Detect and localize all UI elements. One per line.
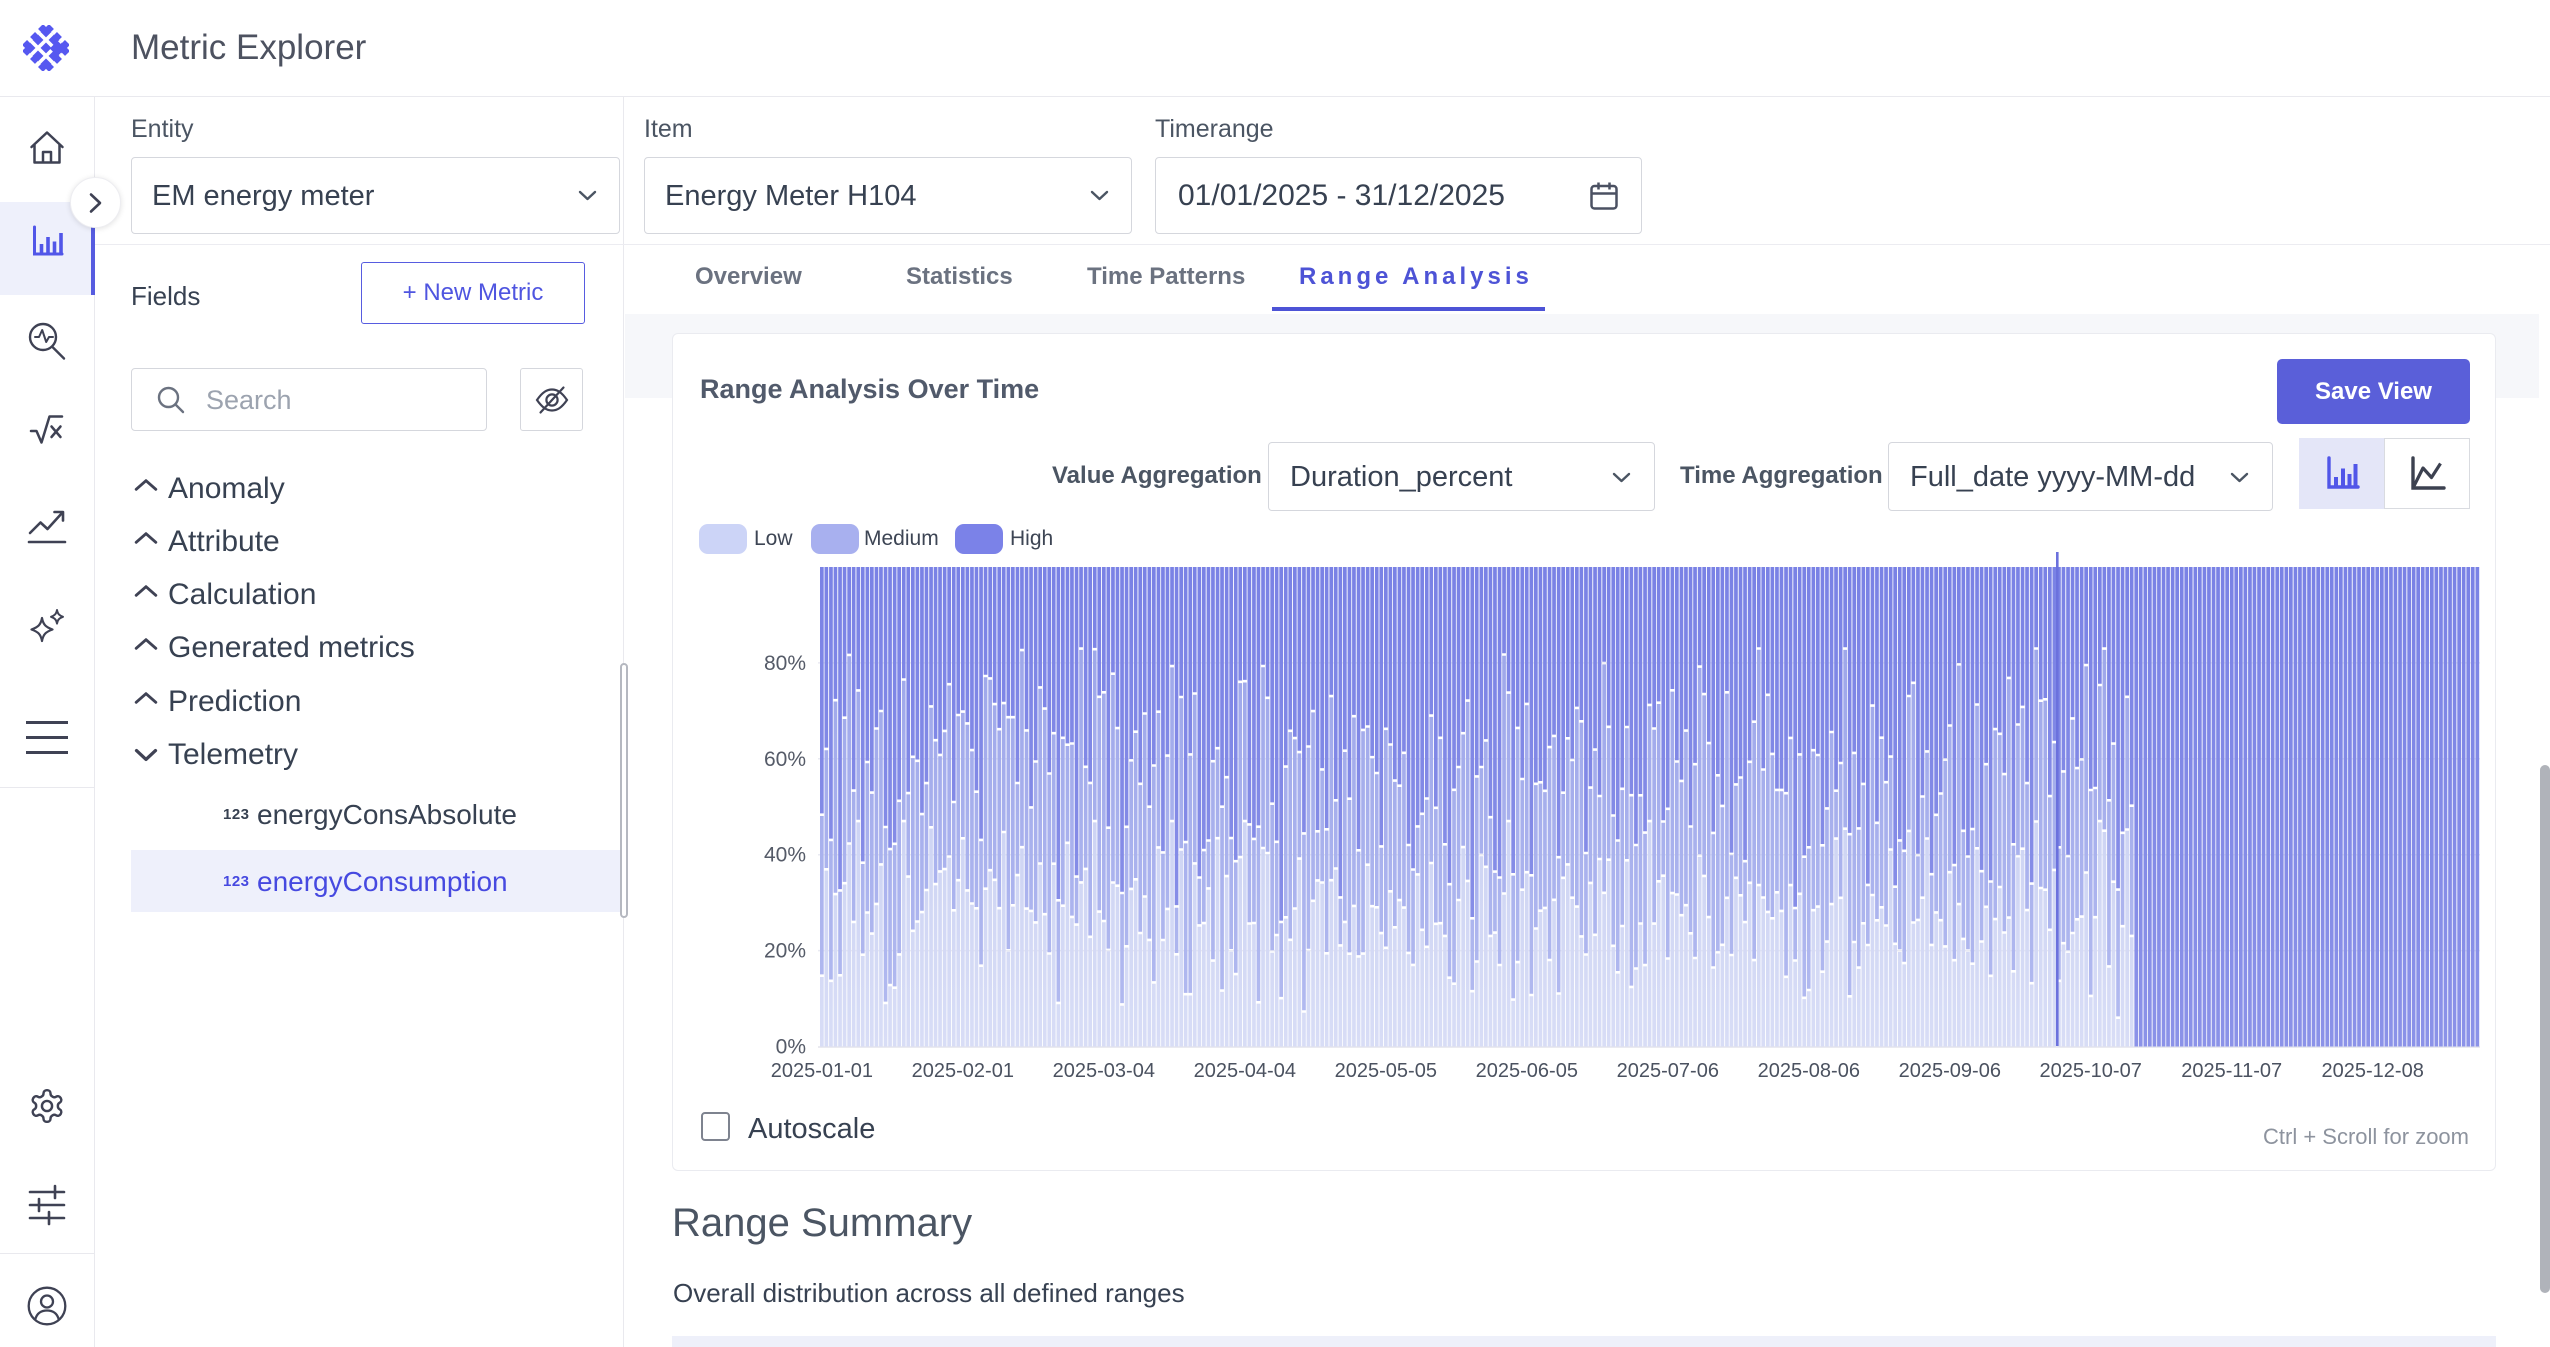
svg-text:2025-04-04: 2025-04-04 — [1194, 1060, 1296, 1082]
svg-text:2025-05-05: 2025-05-05 — [1335, 1060, 1437, 1082]
svg-text:80%: 80% — [764, 652, 806, 675]
svg-text:20%: 20% — [764, 940, 806, 963]
svg-text:60%: 60% — [764, 748, 806, 771]
svg-text:0%: 0% — [776, 1036, 806, 1059]
svg-text:2025-11-07: 2025-11-07 — [2181, 1060, 2282, 1082]
svg-text:2025-02-01: 2025-02-01 — [912, 1060, 1014, 1082]
svg-text:2025-06-05: 2025-06-05 — [1476, 1060, 1578, 1082]
svg-text:2025-12-08: 2025-12-08 — [2322, 1060, 2424, 1082]
svg-text:2025-09-06: 2025-09-06 — [1899, 1060, 2001, 1082]
svg-text:2025-08-06: 2025-08-06 — [1758, 1060, 1860, 1082]
svg-text:40%: 40% — [764, 844, 806, 867]
svg-text:2025-03-04: 2025-03-04 — [1053, 1060, 1155, 1082]
svg-text:2025-07-06: 2025-07-06 — [1617, 1060, 1719, 1082]
svg-text:2025-10-07: 2025-10-07 — [2040, 1060, 2142, 1082]
svg-text:2025-01-01: 2025-01-01 — [771, 1060, 873, 1082]
